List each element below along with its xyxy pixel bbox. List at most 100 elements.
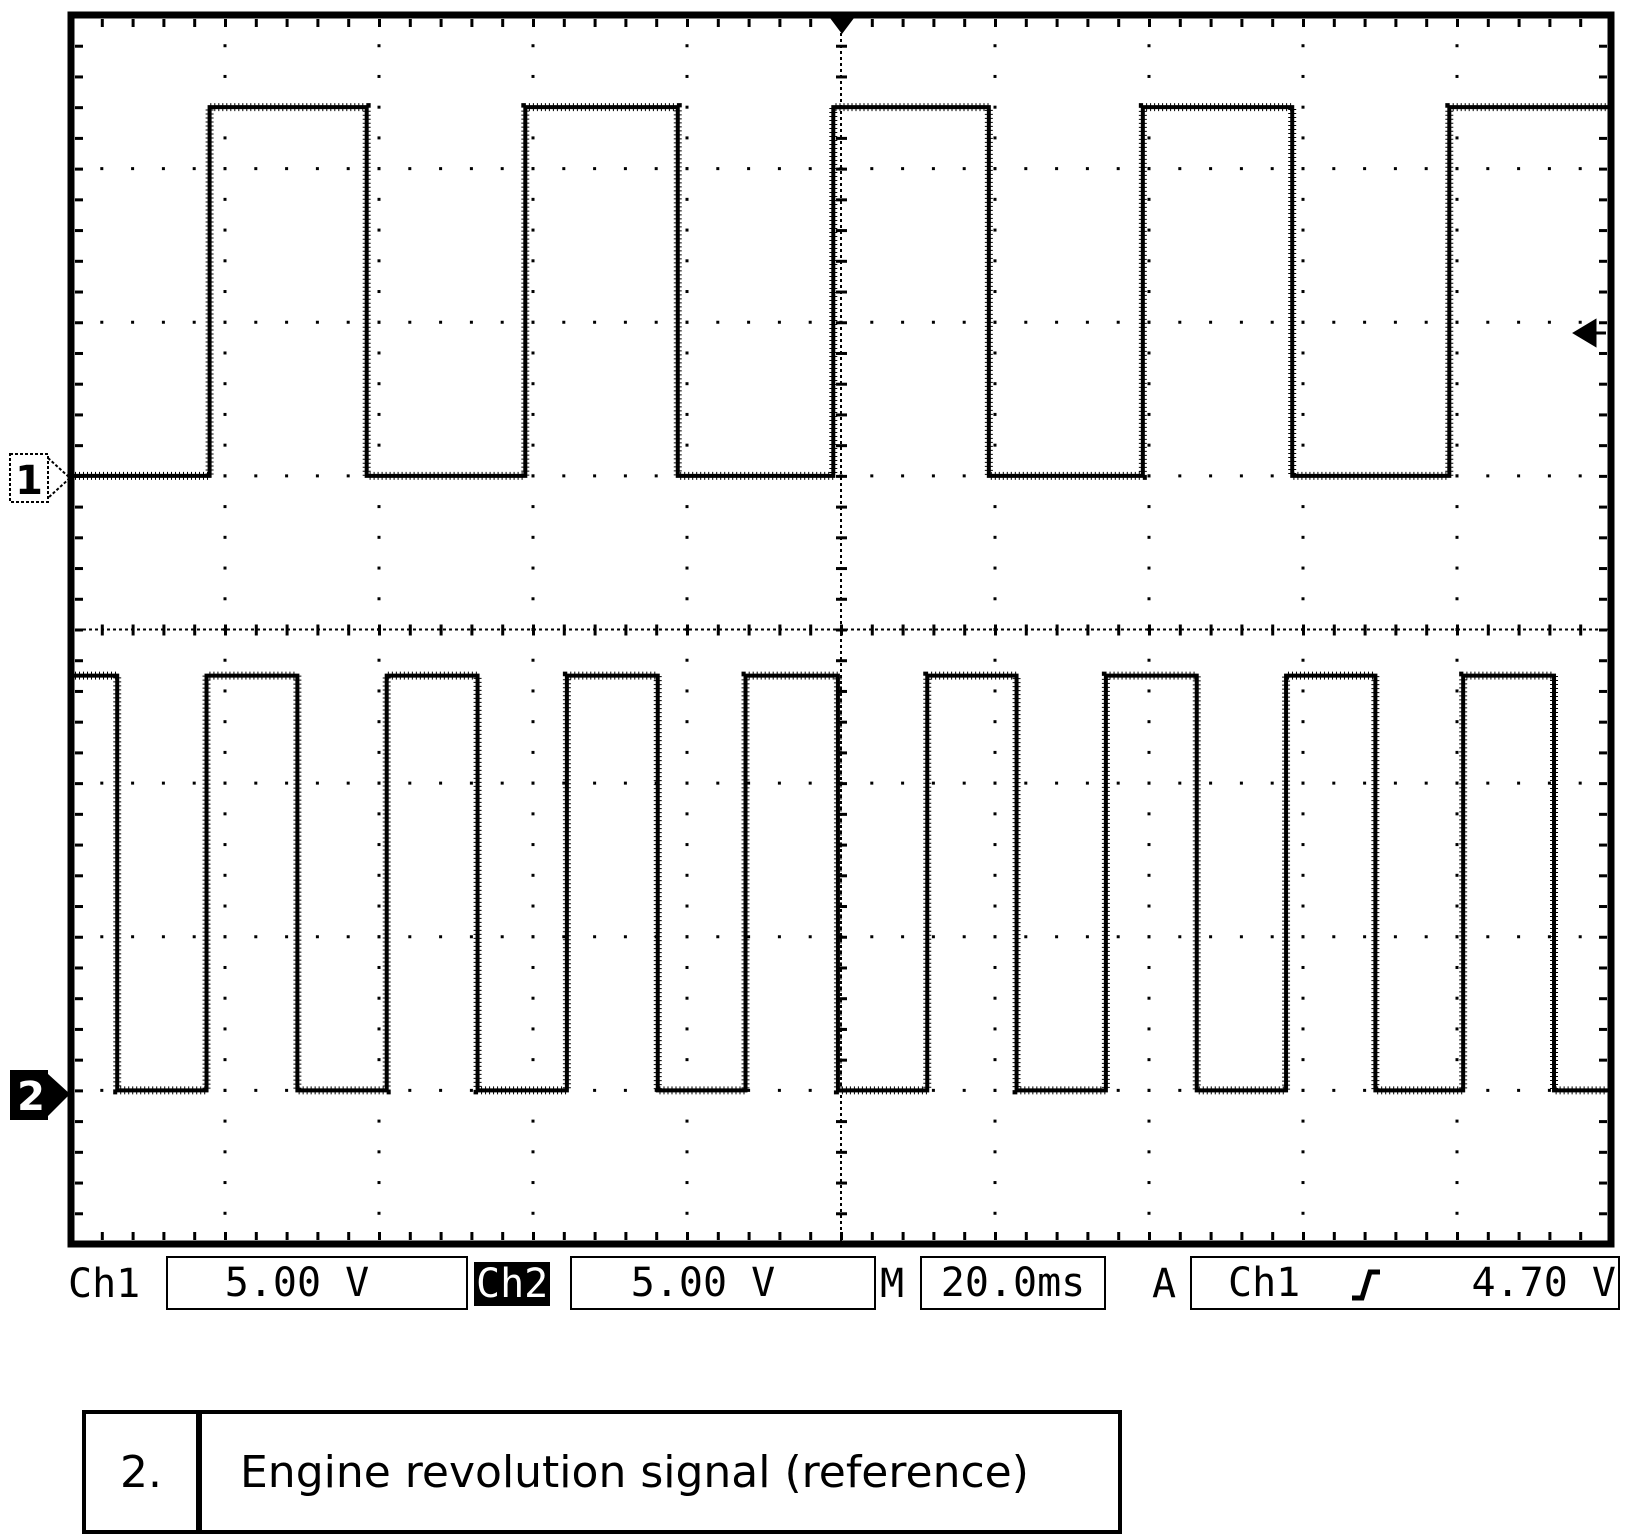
center-axis-dot: [1007, 628, 1010, 631]
graticule-dot: [346, 781, 350, 785]
frame-tick: [75, 935, 83, 939]
center-axis-dot: [840, 591, 842, 594]
center-axis-dot: [1367, 628, 1370, 631]
center-axis-dot: [125, 628, 128, 631]
graticule-dot: [1455, 351, 1459, 355]
graticule-dot: [901, 474, 905, 478]
center-axis-dot: [840, 1095, 842, 1098]
center-axis-dot: [840, 1047, 842, 1050]
ch1-label: Ch1: [68, 1261, 141, 1307]
center-axis-dot: [840, 123, 842, 126]
center-axis-dot: [840, 345, 842, 348]
graticule-dot: [469, 1088, 473, 1092]
center-axis-dot: [1475, 628, 1478, 631]
center-axis-dot: [840, 51, 842, 54]
center-axis-dot: [773, 628, 776, 631]
graticule-dot: [531, 750, 535, 754]
graticule-dot: [1270, 320, 1274, 324]
center-axis-dot: [215, 628, 218, 631]
center-axis-dot: [1085, 628, 1088, 631]
frame-tick: [1486, 1232, 1490, 1240]
graticule-dot: [500, 167, 504, 171]
center-axis-dot: [617, 628, 620, 631]
graticule-dot: [1486, 1088, 1490, 1092]
frame-tick: [1599, 198, 1607, 202]
center-axis-dot: [953, 628, 956, 631]
graticule-tick: [193, 624, 197, 636]
graticule-dot: [1024, 167, 1028, 171]
graticule-dot: [654, 167, 658, 171]
frame-tick: [75, 444, 83, 448]
graticule-dot: [131, 781, 135, 785]
graticule-dot: [223, 535, 227, 539]
center-axis-dot: [797, 628, 800, 631]
center-axis-dot: [840, 1131, 842, 1134]
graticule-dot: [1147, 136, 1151, 140]
graticule-dot: [931, 935, 935, 939]
center-axis-dot: [1325, 628, 1328, 631]
frame-tick: [470, 19, 474, 27]
center-axis-dot: [840, 501, 842, 504]
center-axis-dot: [1127, 628, 1130, 631]
graticule-dot: [993, 1211, 997, 1215]
frame-tick: [75, 659, 83, 663]
center-axis-dot: [1553, 628, 1556, 631]
graticule-dot: [377, 658, 381, 662]
graticule-dot: [377, 720, 381, 724]
center-axis-dot: [1031, 628, 1034, 631]
frame-tick: [994, 19, 997, 27]
center-axis-dot: [840, 1107, 842, 1110]
frame-tick: [1302, 19, 1305, 27]
graticule-dot: [100, 1088, 104, 1092]
timebase-scale: 20.0ms: [940, 1260, 1086, 1306]
graticule-dot: [1332, 320, 1336, 324]
center-axis-dot: [840, 759, 842, 762]
graticule-dot: [346, 167, 350, 171]
center-axis-dot: [840, 135, 842, 138]
center-axis-dot: [840, 483, 842, 486]
frame-tick: [1599, 1027, 1607, 1031]
center-axis-dot: [840, 327, 842, 330]
frame-tick: [75, 567, 83, 571]
graticule-dot: [439, 167, 443, 171]
ch2-label: Ch2: [474, 1261, 551, 1307]
graticule-dot: [1147, 505, 1151, 509]
center-axis-dot: [840, 1215, 842, 1218]
center-axis-dot: [935, 628, 938, 631]
graticule-dot: [562, 320, 566, 324]
frame-tick: [1599, 351, 1607, 355]
center-axis-dot: [1049, 628, 1052, 631]
center-axis-dot: [527, 628, 530, 631]
center-axis-dot: [840, 273, 842, 276]
frame-tick: [747, 1232, 751, 1240]
frame-tick: [1599, 1212, 1607, 1216]
graticule-dot: [377, 412, 381, 416]
center-axis-dot: [83, 628, 86, 631]
graticule-dot: [993, 1058, 997, 1062]
frame-tick: [439, 1232, 443, 1240]
graticule-dot: [1455, 1211, 1459, 1215]
center-axis-dot: [840, 1227, 842, 1230]
graticule-dot: [593, 320, 597, 324]
graticule-dot: [1085, 167, 1089, 171]
graticule-dot: [531, 1058, 535, 1062]
graticule-dot: [377, 197, 381, 201]
center-axis-dot: [840, 711, 842, 714]
center-axis-dot: [869, 628, 872, 631]
frame-tick: [1599, 229, 1607, 233]
center-axis-dot: [1397, 628, 1400, 631]
center-axis-dot: [840, 147, 842, 150]
center-axis-dot: [840, 1167, 842, 1170]
graticule-dot: [1301, 1181, 1305, 1185]
frame-tick: [408, 19, 412, 27]
graticule-dot: [1455, 1119, 1459, 1123]
graticule-dot: [901, 167, 905, 171]
graticule-dot: [223, 1211, 227, 1215]
frame-tick: [75, 689, 83, 693]
frame-tick: [75, 905, 83, 909]
frame-tick: [1486, 19, 1490, 27]
frame-tick: [1209, 19, 1213, 27]
graticule-dot: [223, 781, 227, 785]
graticule-dot: [1455, 74, 1459, 78]
graticule-dot: [223, 136, 227, 140]
